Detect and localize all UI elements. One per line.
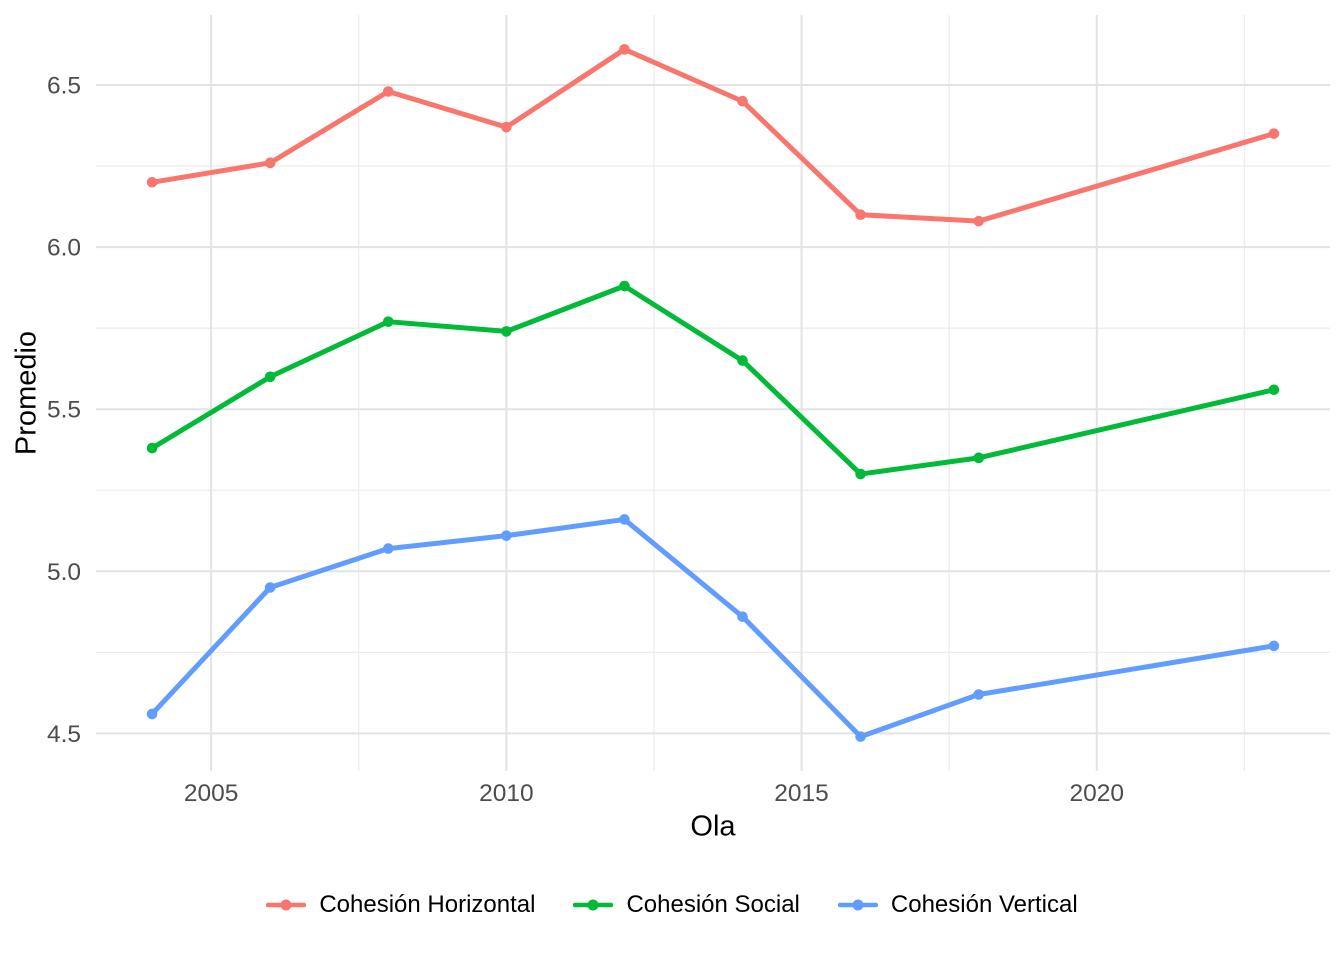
legend-item-cohesion-social: Cohesión Social	[573, 891, 800, 919]
y-tick-label: 5.5	[47, 397, 81, 424]
data-point	[382, 316, 394, 327]
data-point	[1268, 128, 1280, 139]
y-tick-label: 5.0	[47, 559, 81, 586]
data-point	[264, 371, 276, 383]
legend-label: Cohesión Social	[626, 891, 800, 918]
data-point	[264, 157, 276, 169]
data-point	[1268, 640, 1280, 652]
data-point	[146, 442, 158, 454]
legend-label: Cohesión Horizontal	[319, 891, 536, 918]
legend-key-line-dot-icon	[837, 899, 878, 911]
x-axis-title: Ola	[690, 810, 736, 843]
legend: Cohesión Horizontal Cohesión Social Cohe…	[0, 891, 1344, 919]
data-point	[619, 44, 630, 55]
data-point	[855, 209, 866, 220]
series-line-cohesión-vertical	[149, 516, 1277, 740]
data-point	[619, 514, 630, 525]
x-tick-label: 2005	[184, 780, 239, 807]
x-tick-label: 2020	[1070, 780, 1125, 807]
data-point	[501, 530, 512, 541]
data-point	[146, 708, 158, 720]
legend-item-cohesion-vertical: Cohesión Vertical	[837, 891, 1078, 919]
data-point	[501, 326, 512, 337]
y-tick-label: 6.5	[47, 73, 81, 100]
data-point	[146, 176, 158, 188]
data-point	[1268, 384, 1280, 396]
data-point	[973, 452, 984, 464]
data-point	[264, 582, 276, 593]
legend-key-line-dot-icon	[573, 899, 614, 911]
legend-item-cohesion-horizontal: Cohesión Horizontal	[266, 891, 535, 919]
data-point	[501, 121, 512, 133]
y-tick-label: 6.0	[47, 235, 81, 262]
data-point	[382, 86, 394, 97]
data-point	[855, 731, 866, 742]
legend-label: Cohesión Vertical	[890, 891, 1078, 918]
data-point	[973, 689, 984, 700]
legend-key-line-dot-icon	[266, 899, 307, 911]
x-tick-label: 2010	[479, 780, 534, 807]
data-point	[737, 95, 748, 107]
y-tick-label: 4.5	[47, 721, 81, 748]
data-point	[619, 280, 630, 292]
y-axis-title: Promedio	[10, 330, 43, 456]
series-line-cohesión-horizontal	[149, 46, 1277, 224]
x-tick-label: 2015	[774, 780, 829, 807]
series-line-cohesión-social	[149, 283, 1277, 477]
data-point	[382, 543, 394, 554]
data-point	[737, 355, 748, 366]
data-point	[973, 215, 984, 227]
data-point	[737, 611, 748, 622]
data-point	[855, 468, 866, 480]
